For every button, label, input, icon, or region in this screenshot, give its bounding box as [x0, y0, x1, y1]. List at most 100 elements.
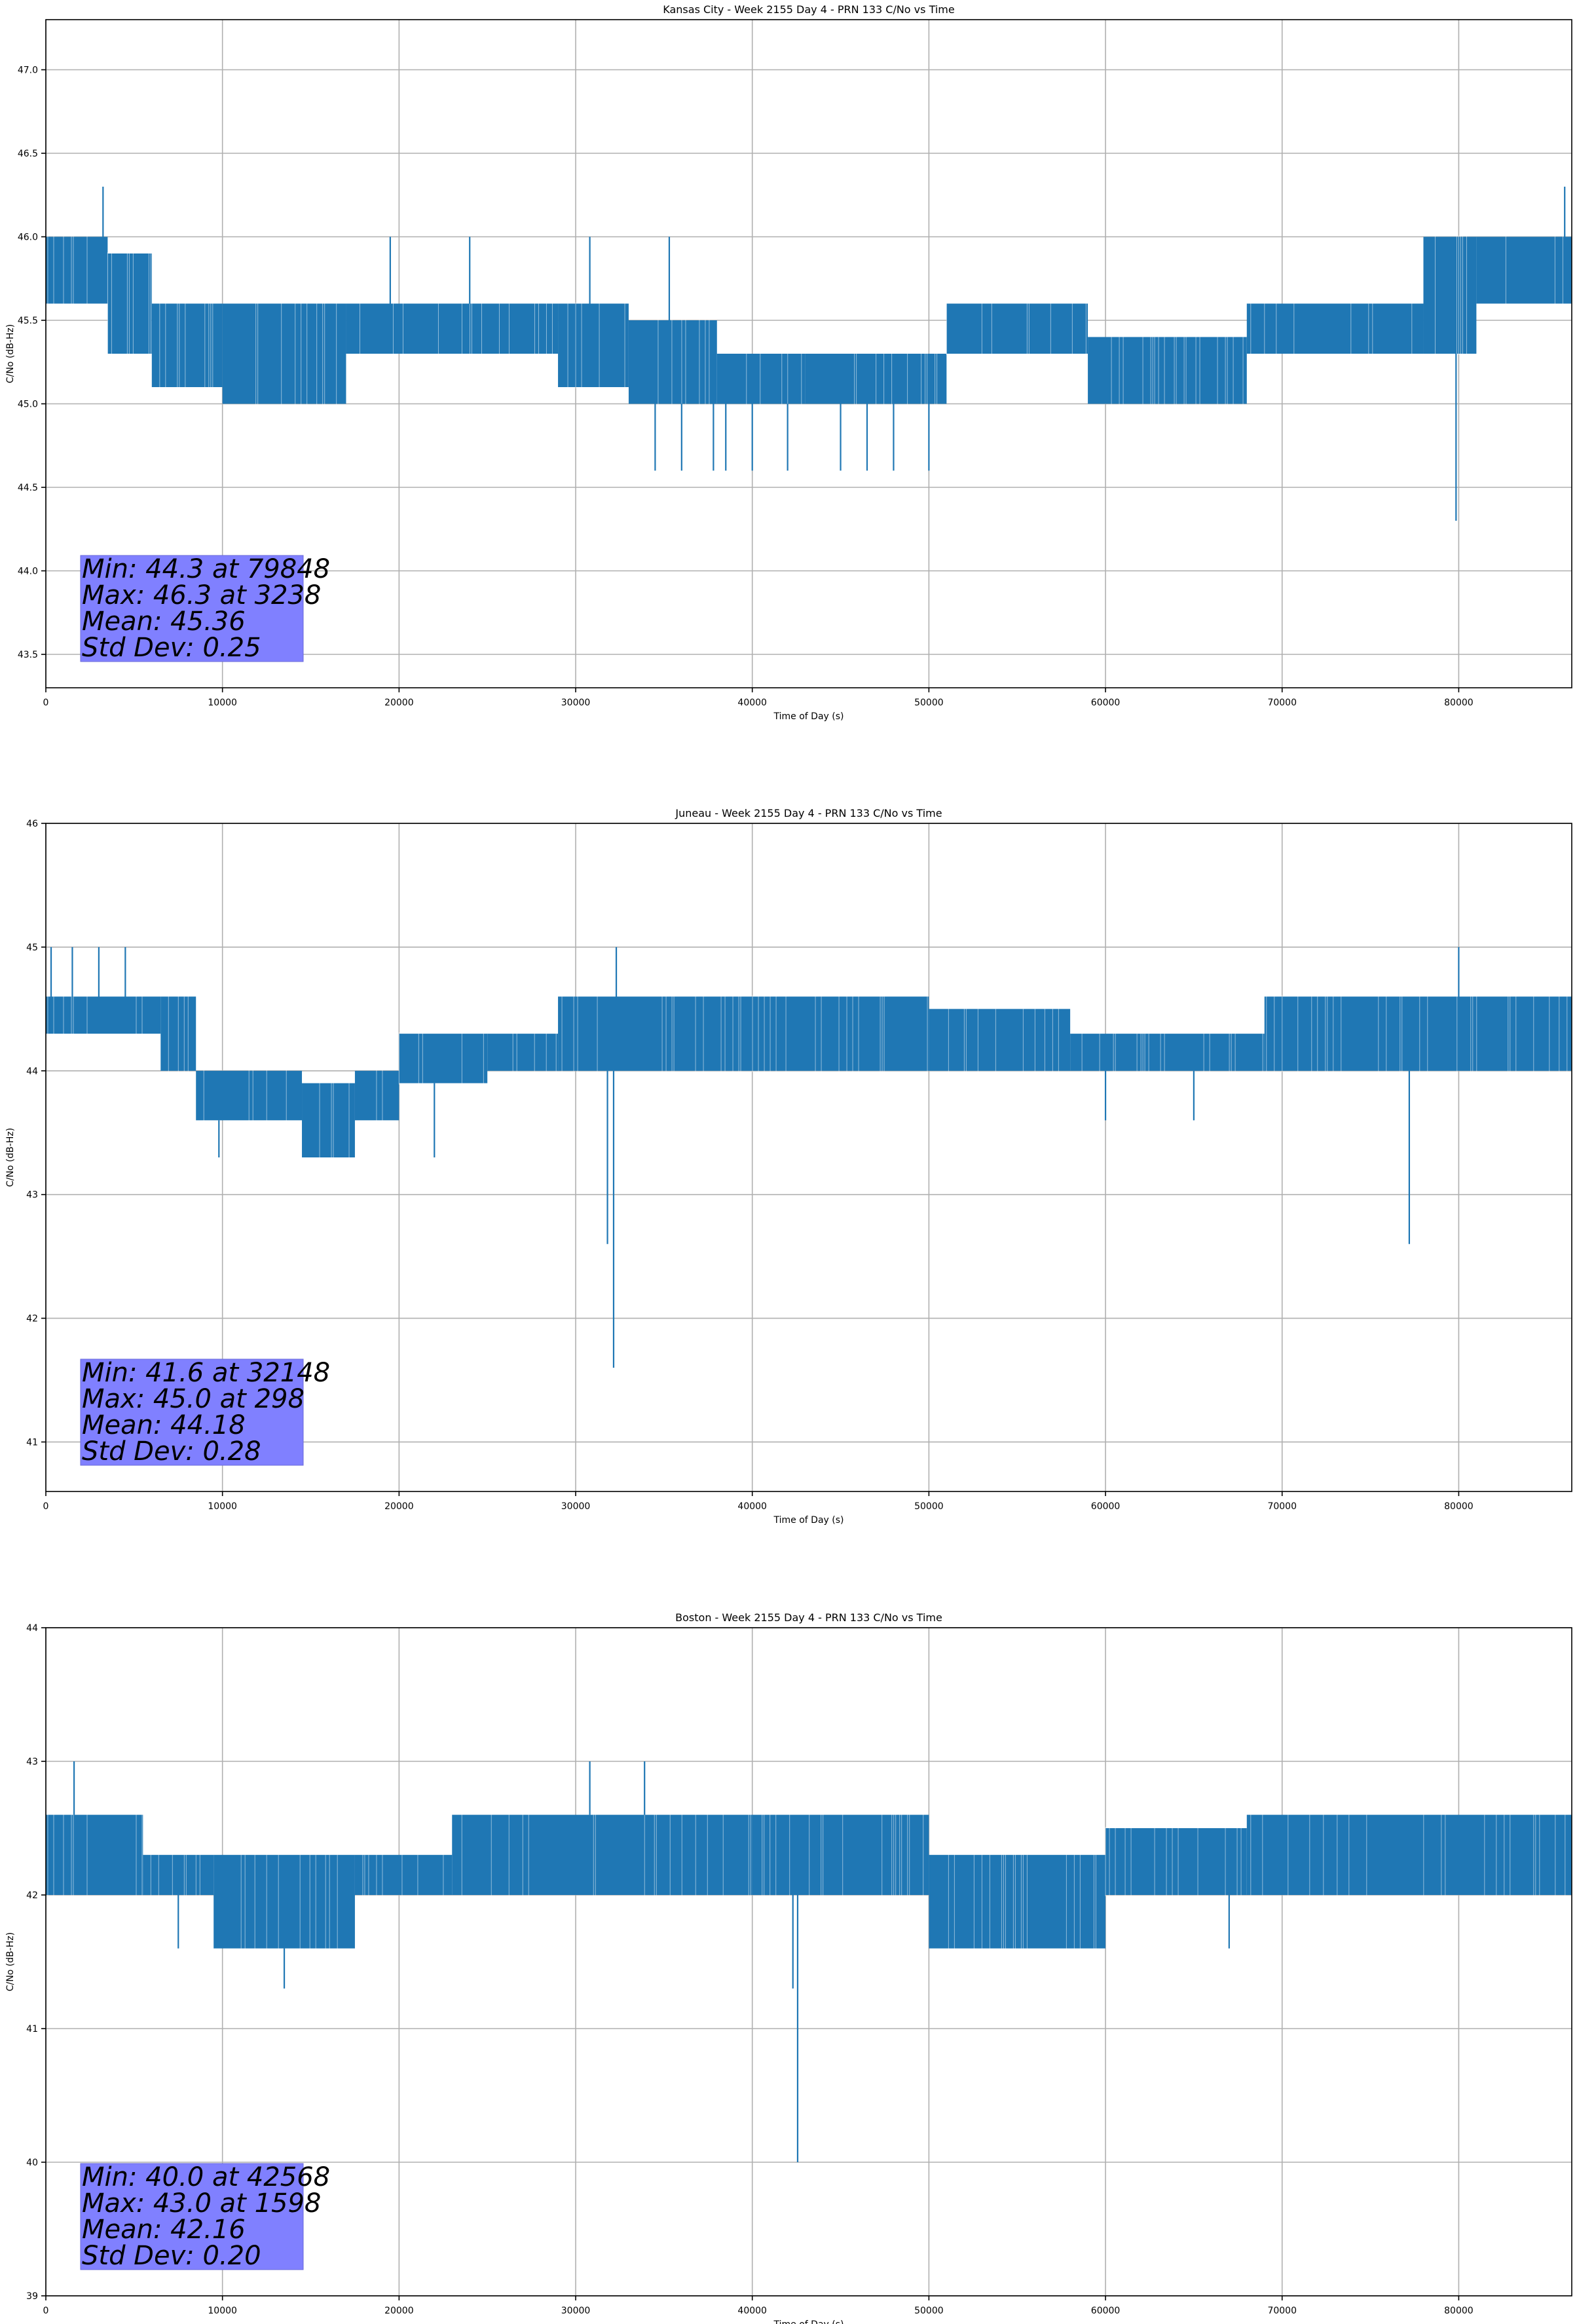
series-band — [1423, 236, 1477, 354]
stats-line: Std Dev: 0.28 — [82, 1436, 261, 1467]
series-band — [222, 303, 346, 404]
series-band — [716, 354, 806, 404]
y-tick-label: 39 — [26, 2291, 38, 2302]
series-band — [946, 303, 1088, 354]
x-axis-label: Time of Day (s) — [773, 711, 844, 722]
chart-title: Boston - Week 2155 Day 4 - PRN 133 C/No … — [675, 1611, 942, 1624]
chart-title: Juneau - Week 2155 Day 4 - PRN 133 C/No … — [675, 807, 942, 819]
series-band — [302, 1083, 355, 1157]
series-group — [46, 946, 1572, 1368]
stats-line: Mean: 44.18 — [82, 1410, 246, 1440]
x-tick-label: 20000 — [384, 2306, 414, 2316]
y-tick-label: 47.0 — [18, 66, 38, 76]
chart-panel-3: 0 10000 20000 30000 40000 50000 60000 70000 8000… — [5, 1611, 1572, 2324]
stats-box — [80, 1359, 304, 1466]
x-tick-label: 40000 — [737, 1501, 767, 1512]
y-tick-label: 41 — [26, 1437, 38, 1448]
y-axis-label: C/No (dB-Hz) — [5, 1128, 16, 1187]
series-band — [1088, 337, 1247, 404]
series-band — [354, 1070, 399, 1121]
y-tick-label: 43 — [26, 1190, 38, 1201]
x-tick-label: 10000 — [208, 2306, 237, 2316]
series-band — [46, 236, 108, 304]
stats-box — [80, 555, 304, 662]
series-band — [151, 303, 223, 387]
y-tick-label: 40 — [26, 2158, 38, 2168]
y-tick-label: 42 — [26, 1890, 38, 1901]
y-tick-label: 44 — [26, 1623, 38, 1634]
stats-line: Min: 40.0 at 42568 — [82, 2162, 330, 2192]
stats-line: Mean: 45.36 — [82, 607, 246, 637]
series-band — [628, 320, 717, 404]
series-band — [1476, 236, 1572, 304]
series-band — [354, 1854, 453, 1895]
series-band — [1105, 1828, 1247, 1895]
stats-line: Max: 46.3 at 3238 — [82, 580, 321, 610]
y-tick-label: 45 — [26, 943, 38, 953]
series-band — [46, 1814, 143, 1895]
chart-title: Kansas City - Week 2155 Day 4 - PRN 133 … — [663, 3, 954, 16]
x-tick-label: 40000 — [737, 698, 767, 708]
x-tick-label: 70000 — [1267, 2306, 1297, 2316]
axes-frame — [45, 823, 1572, 1492]
series-band — [558, 303, 629, 387]
y-tick-label: 46.0 — [18, 233, 38, 243]
y-tick-label: 43 — [26, 1757, 38, 1767]
x-tick-label: 70000 — [1267, 698, 1297, 708]
x-tick-label: 80000 — [1444, 2306, 1474, 2316]
stats-line: Std Dev: 0.25 — [82, 633, 261, 663]
x-axis-label: Time of Day (s) — [773, 1515, 844, 1526]
stats-line: Max: 45.0 at 298 — [82, 1384, 305, 1414]
x-tick-label: 0 — [43, 1501, 49, 1512]
series-band — [1246, 303, 1424, 354]
y-tick-label: 46.5 — [18, 149, 38, 159]
series-band — [487, 1034, 559, 1071]
chart-panel-2: 0 10000 20000 30000 40000 50000 60000 70000 8000… — [5, 807, 1572, 1526]
axes-frame — [45, 19, 1572, 688]
y-tick-label: 44 — [26, 1066, 38, 1077]
series-band — [346, 303, 559, 354]
y-axis-label: C/No (dB-Hz) — [5, 1932, 16, 1991]
y-tick-label: 44.5 — [18, 483, 38, 493]
x-tick-label: 50000 — [914, 1501, 944, 1512]
y-axis-label: C/No (dB-Hz) — [5, 324, 16, 383]
x-tick-label: 60000 — [1091, 698, 1121, 708]
x-tick-label: 30000 — [561, 1501, 591, 1512]
x-tick-label: 50000 — [914, 2306, 944, 2316]
series-band — [1070, 1034, 1265, 1071]
y-tick-label: 44.0 — [18, 567, 38, 577]
x-tick-label: 80000 — [1444, 1501, 1474, 1512]
series-band — [752, 1814, 929, 1895]
x-tick-label: 20000 — [384, 1501, 414, 1512]
y-tick-label: 45.0 — [18, 400, 38, 410]
x-tick-label: 80000 — [1444, 698, 1474, 708]
series-band — [107, 253, 152, 354]
x-tick-label: 20000 — [384, 698, 414, 708]
x-tick-label: 40000 — [737, 2306, 767, 2316]
y-tick-label: 43.5 — [18, 650, 38, 660]
series-band — [558, 996, 929, 1071]
x-tick-label: 60000 — [1091, 2306, 1121, 2316]
series-band — [213, 1854, 355, 1949]
x-tick-label: 10000 — [208, 1501, 237, 1512]
y-tick-label: 45.5 — [18, 316, 38, 326]
x-tick-label: 0 — [43, 2306, 49, 2316]
x-tick-label: 0 — [43, 698, 49, 708]
y-tick-label: 42 — [26, 1314, 38, 1324]
x-tick-label: 10000 — [208, 698, 237, 708]
x-tick-label: 70000 — [1267, 1501, 1297, 1512]
x-tick-label: 30000 — [561, 698, 591, 708]
series-group — [46, 187, 1572, 521]
axes-frame — [45, 1627, 1572, 2296]
series-band — [46, 996, 161, 1034]
chart-panel-1: 0 10000 20000 30000 40000 50000 60000 70000 8000… — [5, 3, 1572, 722]
stats-line: Min: 44.3 at 79848 — [82, 554, 330, 584]
x-tick-label: 30000 — [561, 2306, 591, 2316]
series-band — [452, 1814, 752, 1895]
series-band — [929, 1009, 1071, 1071]
stats-line: Min: 41.6 at 32148 — [82, 1358, 330, 1388]
x-axis-label: Time of Day (s) — [773, 2319, 844, 2324]
y-tick-label: 46 — [26, 819, 38, 829]
x-tick-label: 60000 — [1091, 1501, 1121, 1512]
